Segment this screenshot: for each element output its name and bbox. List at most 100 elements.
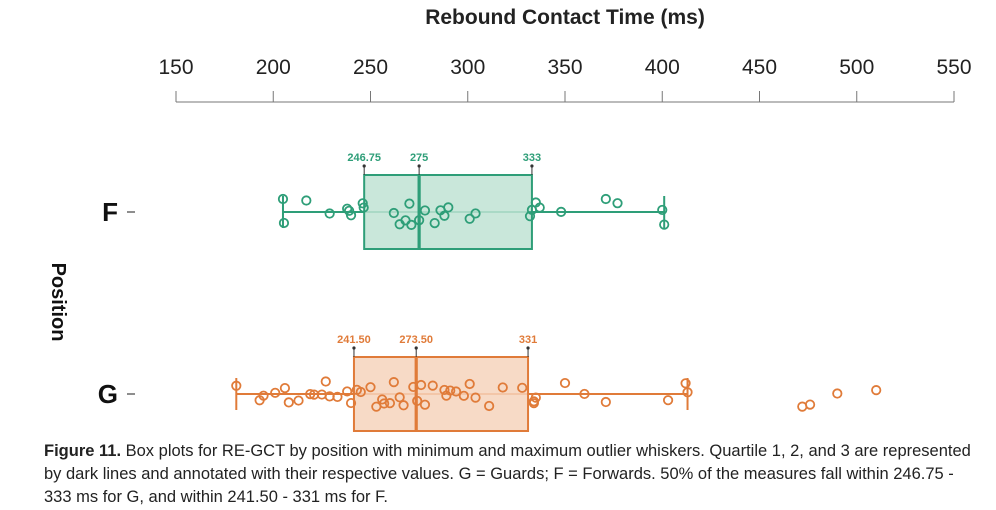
- data-point: [419, 205, 431, 216]
- data-point: [270, 387, 281, 398]
- figure-caption: Figure 11. Box plots for RE-GCT by posit…: [44, 440, 974, 509]
- data-point: [579, 388, 590, 400]
- data-point: [293, 395, 304, 406]
- data-point: [384, 398, 396, 409]
- y-axis-label: Position: [47, 263, 69, 342]
- data-point: [278, 217, 290, 229]
- data-point: [832, 388, 843, 399]
- data-point: [277, 193, 289, 205]
- data-point: [345, 210, 357, 221]
- data-point: [470, 208, 481, 219]
- data-point: [332, 391, 343, 402]
- data-point: [450, 386, 462, 397]
- box-plot-chart: Rebound Contact Time (ms) 150 200 250 300 35…: [47, 6, 972, 432]
- data-point: [470, 392, 481, 403]
- quartile-label: 273.50: [399, 334, 433, 346]
- data-point: [406, 219, 417, 230]
- data-point: [528, 398, 539, 409]
- category-label: F: [102, 197, 118, 227]
- data-point: [682, 387, 693, 398]
- data-point: [530, 392, 541, 403]
- x-tick-label: 300: [450, 56, 485, 79]
- quartile-marker-dot: [417, 164, 421, 168]
- series-f: F 246.75 275 333: [102, 152, 670, 250]
- data-point: [415, 379, 427, 391]
- x-tick-label: 400: [645, 56, 680, 79]
- x-tick-label: 150: [158, 56, 193, 79]
- data-point: [412, 395, 423, 407]
- data-point: [388, 207, 399, 219]
- data-point: [324, 208, 335, 219]
- data-point: [258, 390, 269, 401]
- category-label: G: [98, 379, 118, 409]
- data-point: [484, 400, 495, 412]
- data-point: [439, 384, 450, 396]
- quartile-label: 275: [410, 152, 428, 164]
- data-point: [612, 198, 623, 209]
- series-g: G 241.50 273.50 331: [98, 334, 882, 432]
- data-point: [404, 198, 415, 209]
- data-point: [345, 397, 357, 409]
- quartile-label: 241.50: [337, 334, 371, 346]
- series-group: F 246.75 275 333 G 241.50 273.50 331: [98, 152, 882, 432]
- x-tick-label: 450: [742, 56, 777, 79]
- data-point: [443, 202, 454, 213]
- data-point: [458, 390, 469, 401]
- data-point: [388, 377, 399, 388]
- data-point: [342, 386, 353, 397]
- quartile-label: 246.75: [347, 152, 381, 164]
- data-point: [559, 377, 571, 389]
- data-point: [365, 382, 376, 393]
- x-tick-label: 500: [839, 56, 874, 79]
- data-point: [657, 204, 668, 216]
- iqr-box: [352, 356, 530, 432]
- data-point: [662, 395, 674, 406]
- data-point: [355, 386, 366, 398]
- data-point: [556, 206, 567, 217]
- data-point: [279, 382, 291, 394]
- data-point: [429, 217, 440, 229]
- data-point: [439, 210, 450, 221]
- quartile-marker-dot: [352, 346, 356, 350]
- data-point: [358, 202, 369, 213]
- quartile-marker-dot: [526, 346, 530, 350]
- x-tick-label: 250: [353, 56, 388, 79]
- quartile-label: 333: [523, 152, 541, 164]
- data-point: [680, 378, 691, 389]
- data-point: [445, 385, 456, 396]
- caption-text: Box plots for RE-GCT by position with mi…: [44, 442, 971, 506]
- data-point: [517, 382, 528, 393]
- data-point: [379, 398, 390, 409]
- data-point: [804, 399, 816, 410]
- data-point: [464, 378, 475, 390]
- data-point: [398, 400, 409, 411]
- data-point: [497, 382, 508, 393]
- data-point: [394, 392, 405, 403]
- quartile-label: 331: [519, 334, 537, 346]
- quartile-marker-dot: [414, 346, 418, 350]
- data-point: [600, 396, 611, 408]
- data-point: [283, 397, 294, 408]
- data-point: [320, 376, 331, 387]
- x-tick-label: 200: [256, 56, 291, 79]
- quartile-marker-dot: [530, 164, 534, 168]
- data-point: [600, 193, 611, 205]
- data-point: [414, 215, 425, 226]
- data-point: [464, 213, 475, 224]
- x-axis: 150 200 250 300 350 400 450 500 550: [158, 56, 972, 103]
- x-tick-label: 550: [936, 56, 971, 79]
- x-tick-label: 350: [547, 56, 582, 79]
- data-point: [357, 198, 368, 209]
- quartile-marker-dot: [362, 164, 366, 168]
- data-point: [419, 399, 431, 410]
- data-point: [534, 202, 545, 213]
- data-point: [659, 219, 670, 230]
- chart-title: Rebound Contact Time (ms): [425, 6, 705, 29]
- figure-label: Figure 11.: [44, 442, 122, 460]
- data-point: [871, 385, 882, 396]
- data-point: [301, 195, 312, 206]
- data-point: [427, 380, 438, 391]
- data-point: [305, 388, 316, 400]
- data-point: [524, 211, 536, 222]
- data-point: [231, 380, 242, 391]
